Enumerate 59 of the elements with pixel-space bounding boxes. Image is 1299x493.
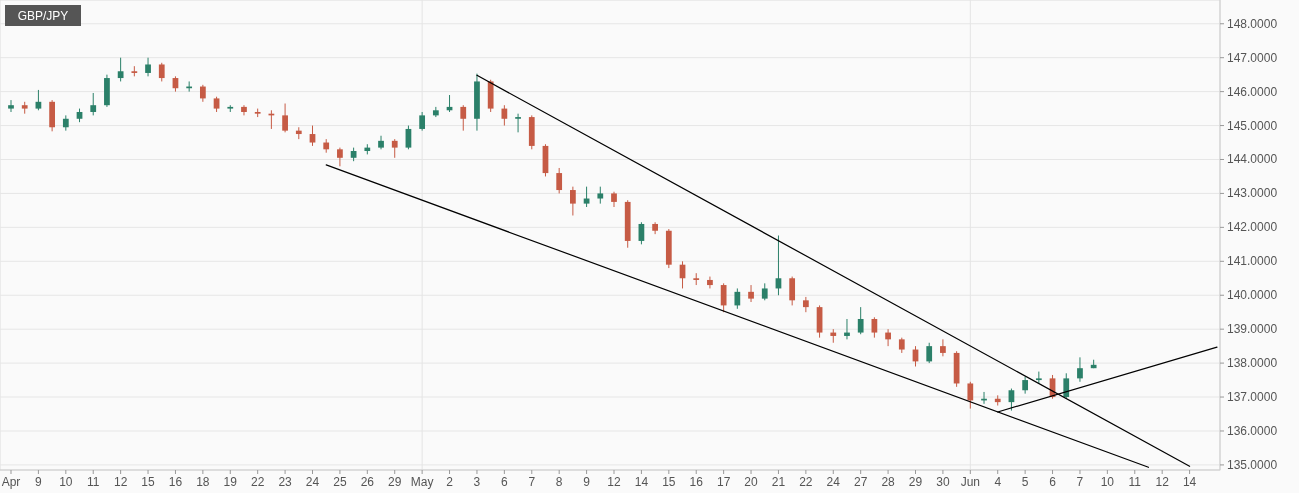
x-tick-label: 19 [223, 475, 238, 489]
x-tick-label: 12 [607, 475, 621, 489]
y-tick-label: 144.0000 [1227, 152, 1278, 167]
x-tick-label: 28 [881, 475, 896, 489]
x-tick-label: 14 [1182, 475, 1197, 489]
x-tick-label: 10 [59, 475, 73, 489]
x-tick-label: 12 [1155, 475, 1170, 489]
x-tick-label: 18 [196, 475, 210, 489]
x-tick-label: 30 [936, 475, 950, 489]
x-tick-label: Jun [960, 475, 980, 489]
x-tick-label: 16 [168, 475, 183, 489]
x-tick-label: 6 [501, 475, 509, 489]
x-tick-label: 11 [1128, 475, 1142, 489]
x-tick-label: 8 [555, 475, 563, 489]
x-tick-label: 9 [583, 475, 591, 489]
x-tick-label: 24 [305, 475, 320, 489]
x-tick-label: 3 [473, 475, 481, 489]
x-tick-label: 27 [854, 475, 868, 489]
x-tick-label: 6 [1049, 475, 1057, 489]
x-tick-label: 22 [251, 475, 265, 489]
x-tick-label: 7 [1076, 475, 1084, 489]
x-tick-label: 21 [771, 475, 786, 489]
x-tick-label: 10 [1100, 475, 1115, 489]
x-tick-label: 12 [113, 475, 128, 489]
x-tick-label: May [410, 475, 434, 489]
y-tick-label: 147.0000 [1227, 50, 1278, 65]
y-tick-label: 148.0000 [1227, 16, 1278, 31]
y-tick-label: 143.0000 [1227, 186, 1278, 201]
text: GBP/JPY [17, 9, 69, 23]
x-tick-label: Apr [1, 475, 21, 489]
y-tick-label: 145.0000 [1227, 118, 1278, 133]
x-tick-label: 22 [799, 475, 813, 489]
x-tick-label: 29 [908, 475, 923, 489]
x-tick-label: 5 [1021, 475, 1029, 489]
y-tick-label: 140.0000 [1227, 288, 1278, 303]
x-tick-label: 15 [141, 475, 156, 489]
x-tick-label: 26 [360, 475, 375, 489]
y-tick-label: 139.0000 [1227, 322, 1278, 337]
x-tick-label: 14 [634, 475, 649, 489]
y-tick-label: 138.0000 [1227, 356, 1278, 371]
x-tick-label: 23 [278, 475, 293, 489]
x-tick-label: 16 [689, 475, 704, 489]
y-tick-label: 146.0000 [1227, 84, 1278, 99]
y-tick-label: 136.0000 [1227, 423, 1278, 438]
x-tick-label: 29 [388, 475, 402, 489]
y-tick-label: 135.0000 [1227, 457, 1278, 472]
y-tick-label: 137.0000 [1227, 390, 1278, 405]
x-tick-label: 2 [446, 475, 454, 489]
x-tick-label: 24 [826, 475, 841, 489]
x-tick-label: 17 [716, 475, 731, 489]
x-tick-label: 15 [662, 475, 676, 489]
x-tick-label: 9 [35, 475, 43, 489]
y-tick-label: 142.0000 [1227, 220, 1278, 235]
x-tick-label: 20 [744, 475, 759, 489]
x-tick-label: 7 [528, 475, 536, 489]
x-tick-label: 4 [994, 475, 1002, 489]
x-tick-label: 11 [86, 475, 100, 489]
x-tick-label: 25 [333, 475, 347, 489]
y-tick-label: 141.0000 [1227, 254, 1278, 269]
